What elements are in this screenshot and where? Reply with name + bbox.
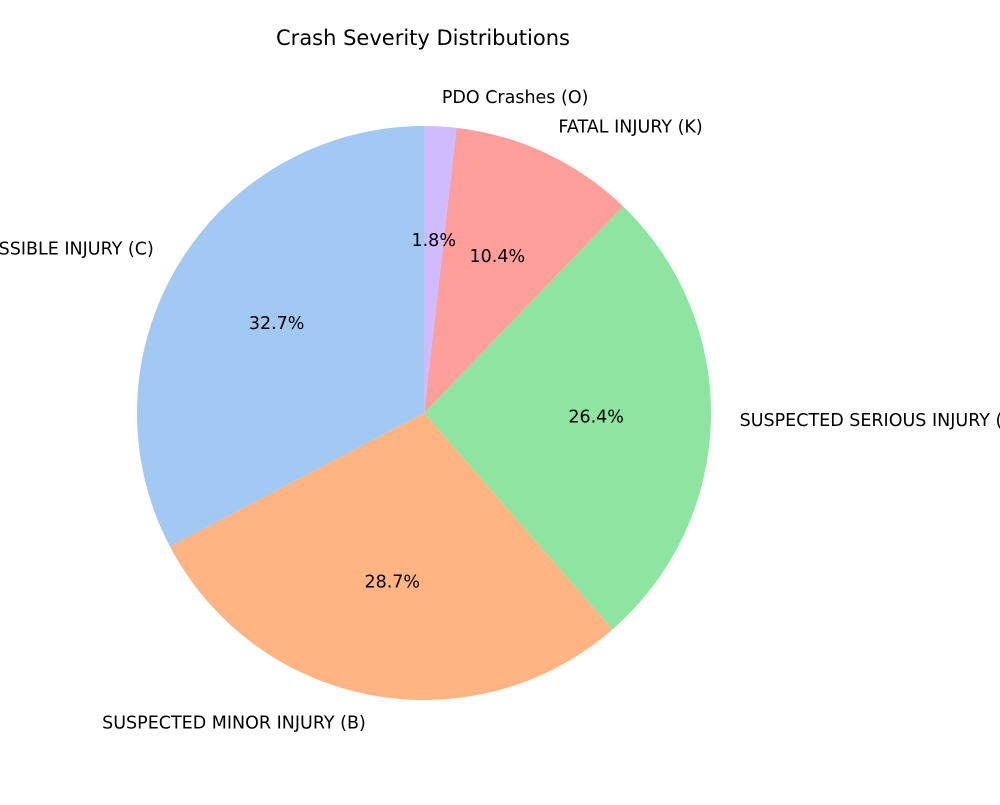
slice-category-label: PDO Crashes (O) bbox=[442, 88, 589, 108]
pie-slice bbox=[136, 126, 424, 547]
pie-slice bbox=[169, 413, 613, 700]
pie-labels: 32.7% POSSIBLE INJURY (C) 28.7% SUSPECTED M… bbox=[0, 88, 1000, 733]
pie-slice bbox=[424, 126, 457, 413]
chart-title: Crash Severity Distributions bbox=[276, 26, 570, 50]
slice-percent-label: 1.8% bbox=[411, 231, 455, 251]
pie-slices bbox=[136, 126, 711, 700]
slice-percent-label: 26.4% bbox=[568, 407, 624, 427]
slice-percent-label: 28.7% bbox=[364, 572, 420, 592]
slice-percent-label: 10.4% bbox=[470, 247, 526, 267]
slice-category-label: SUSPECTED MINOR INJURY (B) bbox=[102, 713, 366, 733]
slice-percent-label: 32.7% bbox=[249, 314, 305, 334]
slice-category-label: FATAL INJURY (K) bbox=[558, 117, 702, 137]
slice-category-label: SUSPECTED SERIOUS INJURY (A) bbox=[740, 411, 1000, 431]
pie-slice bbox=[424, 206, 711, 630]
pie-slice bbox=[424, 127, 624, 413]
slice-category-label: POSSIBLE INJURY (C) bbox=[0, 240, 154, 260]
